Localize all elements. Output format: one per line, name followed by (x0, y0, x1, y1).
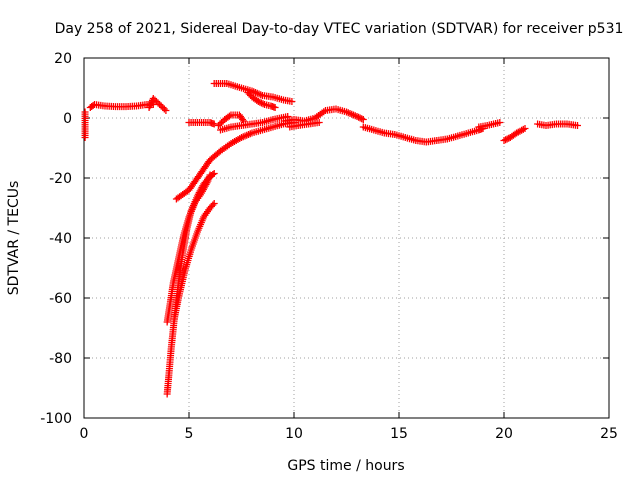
x-axis-label: GPS time / hours (287, 458, 404, 474)
x-tick-label: 0 (80, 426, 89, 442)
series-arc-10-lower (286, 119, 323, 131)
data-point (214, 122, 222, 129)
data-point (216, 120, 224, 128)
data-point (288, 98, 296, 105)
data-point (257, 99, 265, 107)
series-arc-curve-a (163, 170, 218, 398)
series-arc-lower-branch (217, 113, 292, 134)
y-tick-label: 0 (63, 111, 72, 127)
y-tick-label: -100 (40, 411, 72, 427)
data-point (160, 105, 168, 113)
data-point (239, 116, 247, 123)
data-point (359, 116, 367, 123)
data-point (209, 201, 217, 209)
x-tick-labels: 0 5 10 15 20 25 (80, 426, 618, 442)
data-point (157, 102, 165, 110)
data-point (355, 113, 363, 121)
data-point (206, 171, 214, 179)
series-arc-start-a (81, 108, 89, 141)
data-point (210, 170, 218, 177)
data-point (574, 122, 581, 129)
chart-title: Day 258 of 2021, Sidereal Day-to-day VTE… (55, 21, 624, 37)
series-arc-curve-b (163, 171, 214, 326)
data-point (210, 200, 218, 207)
series-arc-20to21 (500, 125, 529, 144)
data-point (218, 119, 226, 126)
y-tick-label: -80 (49, 351, 72, 367)
data-point (496, 119, 504, 126)
data-point (519, 125, 527, 133)
axis-ticks (83, 57, 610, 419)
y-tick-label: -60 (49, 291, 72, 307)
data-point (254, 98, 262, 105)
x-tick-label: 20 (495, 426, 513, 442)
x-tick-label: 5 (185, 426, 194, 442)
series-arc-peak-3 (145, 95, 170, 114)
y-axis-label: SDTVAR / TECUs (6, 181, 22, 296)
data-point (502, 136, 510, 144)
series-arc-mid-level (185, 119, 218, 128)
series-arc-small-bump (214, 111, 248, 129)
series-arc-14to19 (359, 123, 487, 146)
x-tick-label: 15 (390, 426, 408, 442)
data-point (156, 101, 164, 108)
data-point (259, 100, 267, 108)
data-point (315, 119, 323, 126)
data-points (81, 80, 581, 398)
y-tick-labels: -100 -80 -60 -40 -20 0 20 (40, 51, 72, 427)
data-point (353, 113, 361, 120)
data-point (358, 115, 366, 123)
y-tick-label: -20 (49, 171, 72, 187)
data-point (152, 98, 160, 105)
y-tick-label: 20 (54, 51, 72, 67)
data-point (151, 96, 159, 104)
series-arc-rising (172, 119, 298, 203)
data-point (154, 99, 162, 107)
series-arc-early (86, 101, 157, 111)
data-point (81, 134, 89, 141)
series-arc-curve-c (170, 200, 218, 323)
data-point (149, 95, 157, 102)
data-point (162, 107, 170, 114)
data-point (256, 98, 264, 106)
y-tick-label: -40 (49, 231, 72, 247)
data-point (271, 104, 279, 111)
series-arc-21to23 (534, 120, 581, 129)
series-arc-19-tail (475, 119, 504, 131)
x-tick-label: 10 (285, 426, 303, 442)
data-point (225, 112, 233, 120)
series-arc-10to13 (282, 105, 367, 125)
data-point (500, 137, 508, 144)
data-point (356, 114, 364, 122)
data-point (521, 125, 529, 132)
data-point (503, 135, 511, 143)
series-arc-block-8 (244, 89, 279, 111)
data-point (159, 104, 167, 111)
series-arc-upper-7to10 (210, 80, 296, 105)
x-tick-label: 25 (600, 426, 618, 442)
